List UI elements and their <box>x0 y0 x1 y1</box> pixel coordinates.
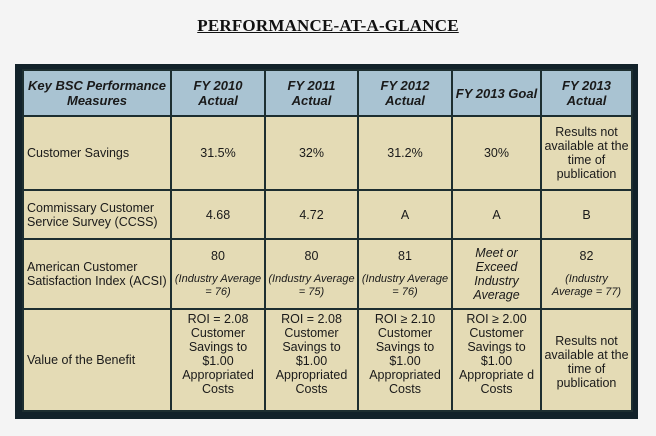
value: 80 <box>304 249 319 263</box>
industry-note: (Industry Average = 76) <box>361 273 449 298</box>
measure-cell: Customer Savings <box>22 115 172 191</box>
measure-cell: Commissary Customer Service Survey (CCSS… <box>22 189 172 240</box>
column-header: Key BSC Performance Measures <box>22 69 172 117</box>
value-cell: ROI = 2.08 Customer Savings to $1.00 App… <box>264 308 359 412</box>
column-header: FY 2013 Actual <box>540 69 633 117</box>
value-cell: ROI ≥ 2.00 Customer Savings to $1.00 App… <box>451 308 542 412</box>
page-title: PERFORMANCE-AT-A-GLANCE <box>197 16 459 35</box>
value: 80 <box>211 249 225 263</box>
value-cell: A <box>451 189 542 240</box>
value-cell: 81 (Industry Average = 76) <box>357 238 453 310</box>
measure-cell: American Customer Satisfaction Index (AC… <box>22 238 172 310</box>
performance-table: Key BSC Performance Measures FY 2010 Act… <box>22 69 633 412</box>
value-cell: 4.68 <box>170 189 266 240</box>
value-cell: 4.72 <box>264 189 359 240</box>
value-cell: Meet or Exceed Industry Average <box>451 238 542 310</box>
header-row: Key BSC Performance Measures FY 2010 Act… <box>22 69 633 117</box>
value-cell: 30% <box>451 115 542 191</box>
value-cell: 82 (Industry Average = 77) <box>540 238 633 310</box>
value-cell: ROI = 2.08 Customer Savings to $1.00 App… <box>170 308 266 412</box>
value-cell: B <box>540 189 633 240</box>
table-row: Commissary Customer Service Survey (CCSS… <box>22 189 633 240</box>
value-cell: Results not available at the time of pub… <box>540 115 633 191</box>
value-cell: 80 (Industry Average = 76) <box>170 238 266 310</box>
column-header: FY 2011 Actual <box>264 69 359 117</box>
value-cell: 80 (Industry Average = 75) <box>264 238 359 310</box>
value-cell: 31.5% <box>170 115 266 191</box>
column-header: FY 2012 Actual <box>357 69 453 117</box>
industry-note: (Industry Average = 76) <box>174 273 262 298</box>
column-header: FY 2010 Actual <box>170 69 266 117</box>
value-cell: 32% <box>264 115 359 191</box>
industry-note: (Industry Average = 75) <box>268 273 355 298</box>
value-cell: ROI ≥ 2.10 Customer Savings to $1.00 App… <box>357 308 453 412</box>
industry-note: (Industry Average = 77) <box>551 273 622 298</box>
value: 82 <box>579 249 594 263</box>
table-row: Customer Savings 31.5% 32% 31.2% 30% Res… <box>22 115 633 191</box>
value-cell: A <box>357 189 453 240</box>
performance-table-frame: Key BSC Performance Measures FY 2010 Act… <box>15 64 638 419</box>
value-cell: 31.2% <box>357 115 453 191</box>
table-row: Value of the Benefit ROI = 2.08 Customer… <box>22 308 633 412</box>
measure-cell: Value of the Benefit <box>22 308 172 412</box>
column-header: FY 2013 Goal <box>451 69 542 117</box>
value-cell: Results not available at the time of pub… <box>540 308 633 412</box>
value: 81 <box>398 249 412 263</box>
table-row: American Customer Satisfaction Index (AC… <box>22 238 633 310</box>
